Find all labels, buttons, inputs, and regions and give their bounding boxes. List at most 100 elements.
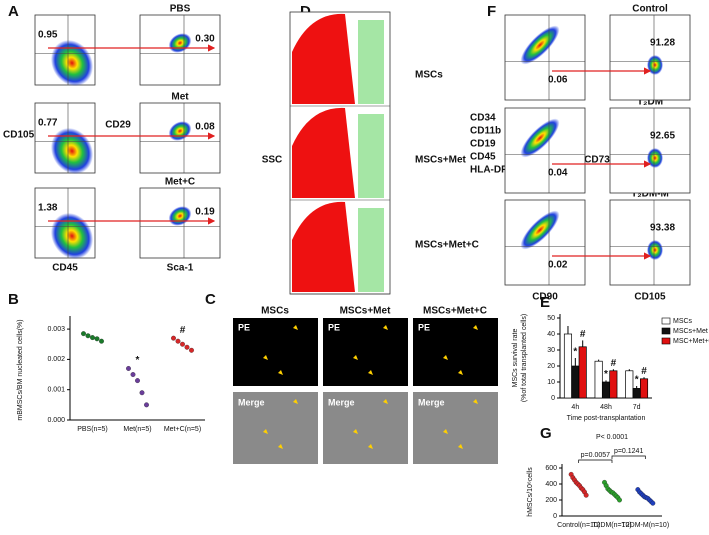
legend-swatch xyxy=(661,337,671,345)
axis-label: CD90 xyxy=(532,292,558,303)
column-title: MSCs+Met xyxy=(340,306,392,317)
plot-title: Met xyxy=(171,92,189,103)
x-tick-label: 48h xyxy=(600,404,612,411)
x-tick-label: Met(n=5) xyxy=(123,426,151,433)
gate-value: 93.38 xyxy=(650,223,675,234)
image-label: PE xyxy=(238,322,250,332)
bar xyxy=(639,378,649,399)
data-point xyxy=(81,331,86,337)
marker-label: CD45 xyxy=(470,152,496,163)
cell-arrow xyxy=(458,444,463,449)
cell-arrow xyxy=(383,399,388,404)
gate-value: 0.06 xyxy=(548,75,568,86)
data-point xyxy=(650,500,656,506)
gate-value: 92.65 xyxy=(650,131,675,142)
image-label: Merge xyxy=(418,397,445,407)
axis-label: CD45 xyxy=(52,263,78,274)
significance-mark: # xyxy=(641,366,647,377)
row-label: MSCs xyxy=(415,70,443,81)
panel-label: G xyxy=(540,425,552,442)
marker-label: CD19 xyxy=(470,139,496,150)
image-label: Merge xyxy=(238,397,265,407)
x-tick-label: 4h xyxy=(571,404,579,411)
data-point xyxy=(175,338,181,344)
cell-cloud xyxy=(50,39,94,87)
x-tick-label: 7d xyxy=(633,404,641,411)
legend-label: MSC+Met+C xyxy=(673,338,709,345)
axis-label: Sca-1 xyxy=(167,263,194,274)
merge-image xyxy=(413,392,498,464)
y-tick-label: 40 xyxy=(547,331,555,338)
data-point xyxy=(135,378,140,384)
marker-label: HLA-DR xyxy=(470,165,509,176)
p-value: P< 0.0001 xyxy=(596,434,628,441)
bar xyxy=(578,346,587,399)
y-axis-label: mBMSCs/BM nucleated cells(%) xyxy=(17,319,24,420)
cell-arrow xyxy=(458,370,463,375)
red-population xyxy=(292,107,355,198)
bar xyxy=(625,370,634,399)
marker-label: CD11b xyxy=(470,126,501,137)
cell-arrow xyxy=(263,355,268,360)
x-tick-label: T2DM(n=10) xyxy=(592,522,631,529)
fluorescence-image xyxy=(233,318,318,386)
merge-image xyxy=(323,392,408,464)
significance-mark: # xyxy=(180,325,186,336)
gate-value: 91.28 xyxy=(650,38,675,49)
y-tick-label: 400 xyxy=(545,481,557,488)
cell-cloud xyxy=(520,25,560,65)
cell-arrow xyxy=(473,399,478,404)
y-tick-label: 20 xyxy=(547,363,555,370)
plot-title: T₂DM xyxy=(637,97,663,108)
green-population xyxy=(358,20,384,104)
bar xyxy=(594,360,603,399)
gate-value: 0.30 xyxy=(195,34,215,45)
cell-cloud xyxy=(647,148,663,168)
cell-cloud xyxy=(647,240,663,260)
data-point xyxy=(130,372,136,377)
data-point xyxy=(171,335,176,341)
bar xyxy=(563,333,573,399)
significance-mark: # xyxy=(580,329,586,340)
data-point xyxy=(184,344,190,350)
panel-label: D xyxy=(300,3,311,20)
data-point xyxy=(99,338,104,344)
cell-arrow xyxy=(353,429,358,434)
cell-arrow xyxy=(278,444,283,449)
data-point xyxy=(94,336,100,342)
legend-label: MSCs xyxy=(673,318,693,325)
y-tick-label: 0.003 xyxy=(47,326,65,333)
axis-label: CD105 xyxy=(634,292,666,303)
image-label: Merge xyxy=(328,397,355,407)
y-tick-label: 10 xyxy=(547,379,555,386)
data-point xyxy=(90,335,95,341)
significance-mark: # xyxy=(611,358,617,369)
image-label: PE xyxy=(418,322,430,332)
y-tick-label: 0.000 xyxy=(47,417,65,424)
p-value: p=0.0057 xyxy=(581,452,610,459)
x-tick-label: Met+C(n=5) xyxy=(164,426,201,433)
gate-value: 0.19 xyxy=(195,207,215,218)
cell-arrow xyxy=(443,429,448,434)
cell-arrow xyxy=(353,355,358,360)
data-point xyxy=(189,347,194,353)
data-point xyxy=(139,390,145,396)
bar xyxy=(571,365,580,399)
significance-mark: * xyxy=(635,375,639,386)
y-axis-label: hMSCs/10⁶cells xyxy=(527,467,534,517)
gate-value: 0.77 xyxy=(38,118,58,129)
y-tick-label: 0.002 xyxy=(47,356,65,363)
green-population xyxy=(358,114,384,198)
panel-label: B xyxy=(8,291,19,308)
image-label: PE xyxy=(328,322,340,332)
x-tick-label: Control(n=10) xyxy=(557,522,600,529)
bar xyxy=(601,381,611,399)
x-tick-label: PBS(n=5) xyxy=(77,426,108,433)
row-label: MSCs+Met+C xyxy=(415,240,479,251)
fluorescence-image xyxy=(323,318,408,386)
cell-arrow xyxy=(368,444,373,449)
flow-plot xyxy=(504,14,586,101)
cell-arrow xyxy=(443,355,448,360)
column-title: MSCs+Met+C xyxy=(423,306,487,317)
